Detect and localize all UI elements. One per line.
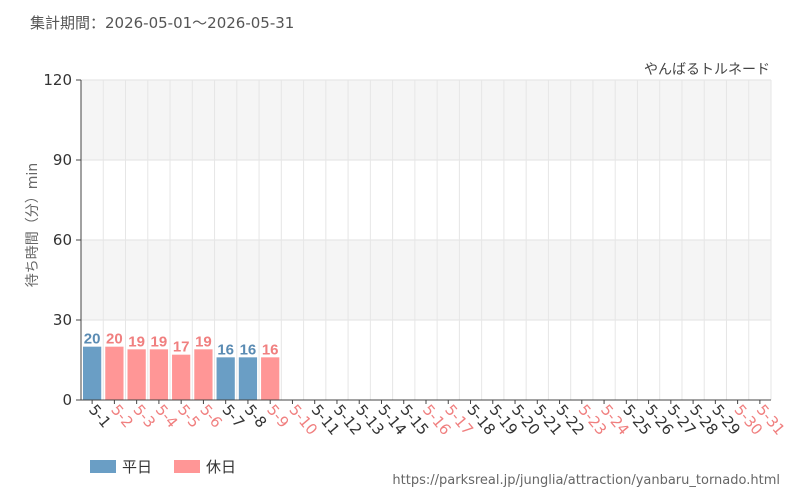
bar-value-label: 19 <box>151 333 168 350</box>
source-url[interactable]: https://parksreal.jp/junglia/attraction/… <box>392 473 780 488</box>
bar-5-6 <box>194 349 213 400</box>
bar-5-3 <box>127 349 146 400</box>
x-tick-labels: 5-15-25-35-45-55-65-75-85-95-105-115-125… <box>85 401 788 439</box>
legend: 平日 休日 <box>90 456 258 477</box>
axes <box>76 79 771 404</box>
bar-value-label: 20 <box>84 331 101 348</box>
legend-holiday-swatch <box>174 460 201 473</box>
legend-holiday-label: 休日 <box>206 458 237 476</box>
period-text: 集計期間：2026-05-01～2026-05-31 <box>30 14 295 32</box>
plot-band <box>81 160 771 240</box>
x-tick-label: 5-6 <box>196 401 226 431</box>
bar-5-1 <box>83 346 102 400</box>
bar-value-label: 19 <box>195 333 212 350</box>
x-tick-label: 5-8 <box>241 401 271 431</box>
y-tick-label: 90 <box>53 151 72 169</box>
x-tick-label: 5-1 <box>85 401 115 431</box>
x-tick-label: 5-9 <box>263 401 293 431</box>
bar-value-label: 16 <box>217 341 234 358</box>
bar-value-label: 19 <box>128 333 145 350</box>
plot-band <box>81 240 771 320</box>
bar-5-5 <box>172 354 191 400</box>
x-tick-label: 5-5 <box>174 401 204 431</box>
bar-value-label: 16 <box>262 341 279 358</box>
bar-labels: 20 20 19 19 17 19 16 16 16 <box>84 331 279 359</box>
legend-holiday: 休日 <box>174 456 236 477</box>
bar-value-label: 16 <box>240 341 257 358</box>
bar-5-9 <box>261 357 280 400</box>
chart-title: やんばるトルネード <box>644 62 770 78</box>
x-tick-label: 5-2 <box>107 401 137 431</box>
bar-5-7 <box>216 357 235 400</box>
legend-weekday-label: 平日 <box>122 458 153 476</box>
bar-value-label: 20 <box>106 331 123 348</box>
legend-weekday-swatch <box>90 460 116 473</box>
y-axis-label: 待ち時間（分）min <box>25 163 41 287</box>
grid-lines <box>80 79 772 400</box>
plot-band <box>81 80 771 160</box>
y-tick-label: 0 <box>62 391 72 409</box>
bars <box>83 346 280 400</box>
bar-value-label: 17 <box>173 339 190 356</box>
y-tick-label: 120 <box>43 71 72 89</box>
bar-5-2 <box>105 346 124 400</box>
bar-5-8 <box>238 357 258 400</box>
x-tick-label: 5-7 <box>219 401 249 431</box>
legend-weekday: 平日 <box>90 456 152 477</box>
x-tick-label: 5-4 <box>152 401 182 431</box>
y-tick-label: 30 <box>53 311 72 329</box>
y-tick-label: 60 <box>53 231 72 249</box>
y-tick-labels: 0 30 60 90 120 <box>43 71 72 409</box>
x-tick-label: 5-3 <box>130 401 160 431</box>
bar-5-4 <box>149 349 169 400</box>
